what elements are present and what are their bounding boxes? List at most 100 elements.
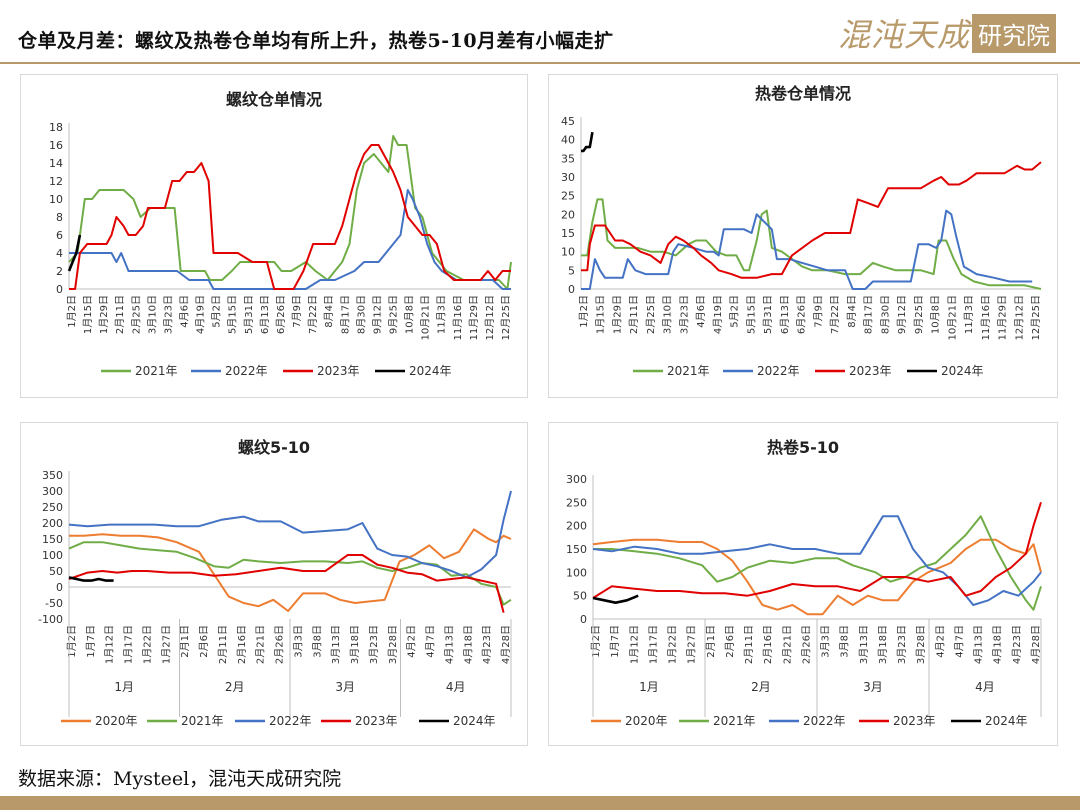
header-divider: [0, 62, 1080, 64]
x-tick-label: 4月28日: [500, 625, 512, 664]
x-tick-label: 1月12日: [104, 625, 116, 664]
x-tick-label: 1月2日: [578, 295, 590, 328]
x-tick-label: 2月11日: [743, 625, 755, 664]
x-tick-label: 4月13日: [973, 625, 985, 664]
legend-label: 2024年: [453, 714, 496, 728]
legend-label: 2024年: [409, 364, 452, 378]
chart-panel-hrc-warrants: 热卷仓单情况 0 5 10 15 20 25 30 35 40 45 1月2日 1月15日 1月29日 2月…: [548, 74, 1058, 398]
x-tick-label: 10月21日: [420, 295, 432, 340]
month-label: 2月: [751, 680, 771, 694]
series-line-2021年: [68, 541, 512, 606]
x-tick-label: 10月21日: [946, 295, 958, 340]
x-tick-label: 7月22日: [829, 295, 841, 334]
x-tick-label: 2月26日: [274, 625, 286, 664]
y-tick-label: 25: [561, 190, 575, 203]
x-tick-label: 1月27日: [160, 625, 172, 664]
series-line-2020年: [592, 538, 1042, 616]
legend-label: 2021年: [181, 714, 224, 728]
chart-panel-rebar-spread: 螺纹5-10 -100 -50 0 50 100 150 200 250 300 350 1月2日 1月…: [20, 422, 528, 746]
series-line-2024年: [67, 234, 82, 272]
series-line-2022年: [592, 515, 1042, 606]
rebar-warrant-chart: 螺纹仓单情况 0 2 4 6 8 10 12 14 16 18 1月2日 1月15日 1月29日 2月11日…: [49, 90, 512, 378]
legend-label: 2023年: [849, 364, 892, 378]
y-tick-label: 350: [42, 469, 63, 482]
legend-label: 2021年: [135, 364, 178, 378]
series-line-2022年: [581, 209, 1033, 290]
y-tick-label: 14: [49, 157, 63, 170]
y-tick-label: -100: [38, 613, 63, 626]
x-tick-label: 3月3日: [820, 625, 832, 658]
legend-label: 2020年: [95, 714, 138, 728]
x-tick-label: 8月17日: [863, 295, 875, 334]
month-label: 4月: [446, 680, 466, 694]
x-tick-label: 8月30日: [355, 295, 367, 334]
x-tick-label: 2月21日: [781, 625, 793, 664]
x-tick-label: 2月11日: [114, 295, 126, 334]
y-tick-label: 100: [42, 549, 63, 562]
brand-tag: 研究院: [972, 13, 1056, 53]
x-tick-label: 10月8日: [404, 295, 416, 334]
x-tick-label: 3月13日: [858, 625, 870, 664]
x-tick-label: 1月12日: [628, 625, 640, 664]
month-label: 4月: [975, 680, 995, 694]
x-tick-label: 1月22日: [141, 625, 153, 664]
x-tick-label: 3月10日: [662, 295, 674, 334]
x-tick-label: 12月12日: [1013, 295, 1025, 340]
legend-label: 2023年: [355, 714, 398, 728]
x-tick-label: 11月3日: [963, 295, 975, 334]
x-tick-label: 1月29日: [98, 295, 110, 334]
x-tick-label: 1月15日: [595, 295, 607, 334]
x-tick-label: 3月28日: [915, 625, 927, 664]
legend-label: 2022年: [757, 364, 800, 378]
series-line-2024年: [581, 131, 594, 153]
x-tick-label: 8月4日: [323, 295, 335, 328]
y-tick-label: 0: [56, 581, 63, 594]
y-tick-label: 4: [56, 247, 63, 260]
header: 仓单及月差：螺纹及热卷仓单均有所上升，热卷5-10月差有小幅走扩 混沌天成 研究…: [0, 0, 1080, 62]
x-tick-label: 8月17日: [339, 295, 351, 334]
chart-title: 热卷仓单情况: [755, 84, 851, 103]
x-tick-label: 12月12日: [484, 295, 496, 340]
x-tick-label: 4月18日: [462, 625, 474, 664]
y-tick-label: 5: [568, 264, 575, 277]
x-tick-label: 2月11日: [217, 625, 229, 664]
x-tick-label: 3月8日: [311, 625, 323, 658]
x-tick-label: 1月17日: [647, 625, 659, 664]
y-tick-label: 20: [561, 208, 575, 221]
y-tick-label: 6: [56, 229, 63, 242]
y-tick-label: 10: [49, 193, 63, 206]
x-tick-label: 1月7日: [609, 625, 621, 658]
x-tick-label: 4月23日: [1011, 625, 1023, 664]
brand-logo: 混沌天成 研究院: [838, 12, 1056, 54]
x-tick-label: 3月8日: [839, 625, 851, 658]
y-tick-label: 100: [566, 566, 587, 579]
y-tick-label: 2: [56, 265, 63, 278]
y-tick-label: 0: [56, 283, 63, 296]
rebar-spread-chart: 螺纹5-10 -100 -50 0 50 100 150 200 250 300 350 1月2日 1月…: [38, 438, 512, 728]
x-tick-label: 9月12日: [371, 295, 383, 334]
legend-label: 2023年: [893, 714, 936, 728]
x-tick-label: 4月19日: [712, 295, 724, 334]
y-tick-label: 16: [49, 139, 63, 152]
x-tick-label: 5月31日: [762, 295, 774, 334]
x-tick-label: 6月13日: [779, 295, 791, 334]
series-line-2022年: [68, 490, 512, 579]
x-tick-label: 3月10日: [146, 295, 158, 334]
y-tick-label: 15: [561, 227, 575, 240]
x-tick-label: 2月21日: [255, 625, 267, 664]
y-tick-label: 200: [42, 517, 63, 530]
y-tick-label: 40: [561, 134, 575, 147]
y-tick-label: 18: [49, 121, 63, 134]
y-tick-label: 35: [561, 152, 575, 165]
footer-bar: [0, 796, 1080, 810]
y-tick-label: 45: [561, 115, 575, 128]
x-tick-label: 11月29日: [997, 295, 1009, 340]
x-tick-label: 5月31日: [243, 295, 255, 334]
x-tick-label: 7月22日: [307, 295, 319, 334]
y-tick-label: 300: [566, 473, 587, 486]
month-label: 1月: [114, 680, 134, 694]
x-tick-label: 3月28日: [387, 625, 399, 664]
x-tick-label: 2月16日: [762, 625, 774, 664]
x-tick-label: 4月18日: [992, 625, 1004, 664]
